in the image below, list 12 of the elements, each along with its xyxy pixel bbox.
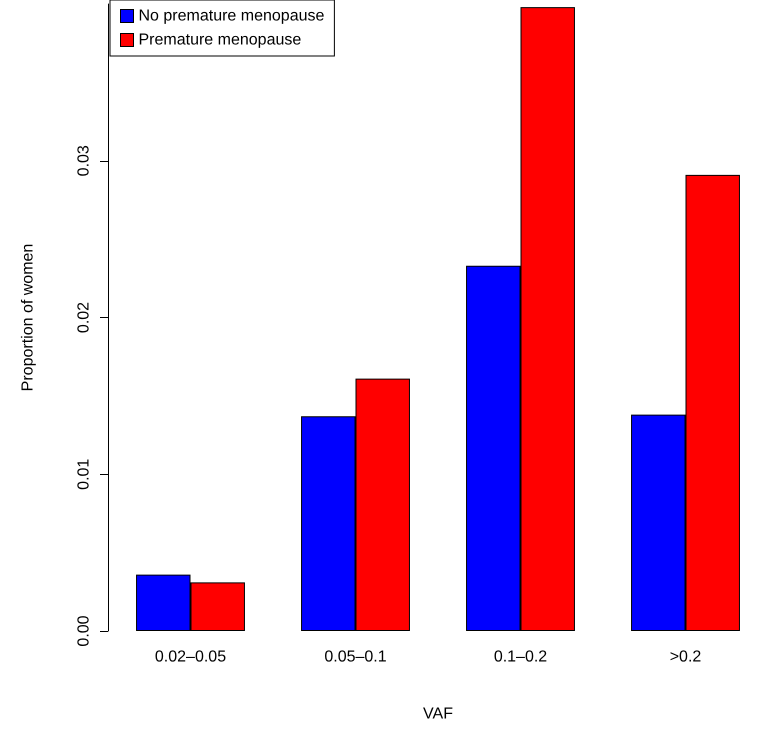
x-tick-label: 0.02–0.05 (154, 648, 226, 666)
y-tick-label: 0.01 (76, 458, 92, 490)
legend-label: No premature menopause (138, 8, 324, 24)
x-axis-title: VAF (423, 706, 454, 722)
y-axis-title: Proportion of women (20, 244, 36, 392)
legend-label: Premature menopause (138, 32, 302, 48)
y-tick-label: 0.03 (76, 145, 92, 176)
x-tick-label: 0.1–0.2 (494, 648, 548, 666)
x-tick-label: 0.05–0.1 (324, 648, 387, 666)
y-tick-label: 0.02 (76, 302, 92, 334)
y-tick-label: 0.00 (76, 615, 92, 647)
x-tick-label: >0.2 (670, 648, 702, 666)
